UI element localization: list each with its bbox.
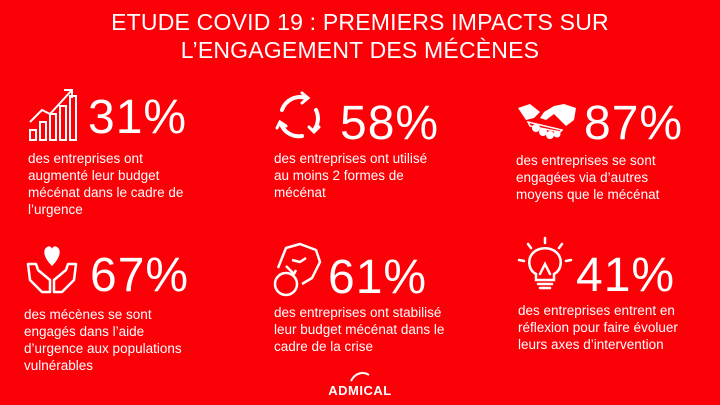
- stat-value: 41%: [576, 249, 676, 302]
- page-title: ETUDE COVID 19 : PREMIERS IMPACTS SUR L’…: [0, 8, 720, 64]
- lightbulb-icon: [516, 236, 574, 296]
- handshake-icon: [516, 98, 578, 142]
- logo-swoosh-icon: [350, 372, 370, 382]
- stat-description: des entreprises ont stabilisé leur budge…: [274, 305, 445, 354]
- hands-heart-icon: [24, 240, 80, 296]
- title-line-1: ETUDE COVID 19 : PREMIERS IMPACTS SUR: [111, 9, 609, 35]
- hand-coin-icon: [272, 240, 324, 298]
- bar-chart-growth-icon: [28, 86, 84, 142]
- admical-logo: ADMICAL: [0, 372, 720, 398]
- stat-value: 61%: [328, 251, 428, 304]
- stat-value: 31%: [88, 91, 188, 144]
- stat-description: des entreprises se sont engagées via d’a…: [516, 153, 660, 202]
- stat-value: 67%: [90, 249, 190, 302]
- title-line-2: L’ENGAGEMENT DES MÉCÈNES: [180, 37, 540, 63]
- circular-arrows-icon: [272, 90, 326, 144]
- stat-value: 87%: [584, 97, 684, 150]
- stat-value: 58%: [340, 97, 440, 150]
- stat-description: des mécènes se sont engagés dans l’aide …: [24, 307, 182, 373]
- logo-text: ADMICAL: [328, 383, 392, 398]
- stat-description: des entreprises ont augmenté leur budget…: [28, 151, 184, 217]
- stat-description: des entreprises entrent en réflexion pou…: [518, 303, 678, 352]
- stat-description: des entreprises ont utilisé au moins 2 f…: [274, 151, 428, 200]
